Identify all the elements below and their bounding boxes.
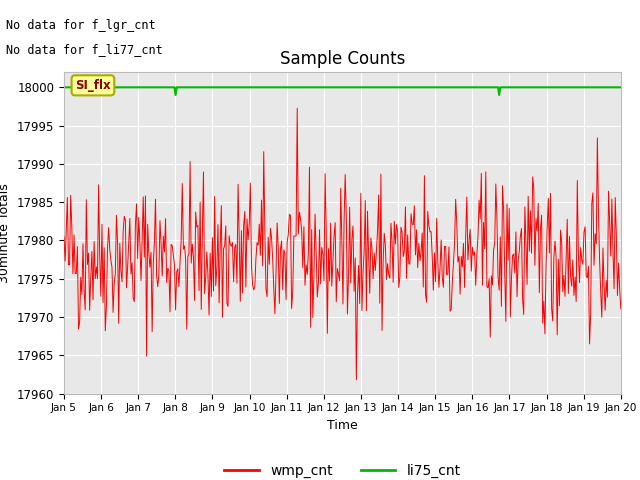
Text: SI_flx: SI_flx: [75, 79, 111, 92]
Text: No data for f_li77_cnt: No data for f_li77_cnt: [6, 43, 163, 56]
Text: No data for f_lgr_cnt: No data for f_lgr_cnt: [6, 19, 156, 32]
Title: Sample Counts: Sample Counts: [280, 49, 405, 68]
X-axis label: Time: Time: [327, 419, 358, 432]
Legend: wmp_cnt, li75_cnt: wmp_cnt, li75_cnt: [219, 458, 466, 480]
Y-axis label: 30minute Totals: 30minute Totals: [0, 183, 12, 283]
